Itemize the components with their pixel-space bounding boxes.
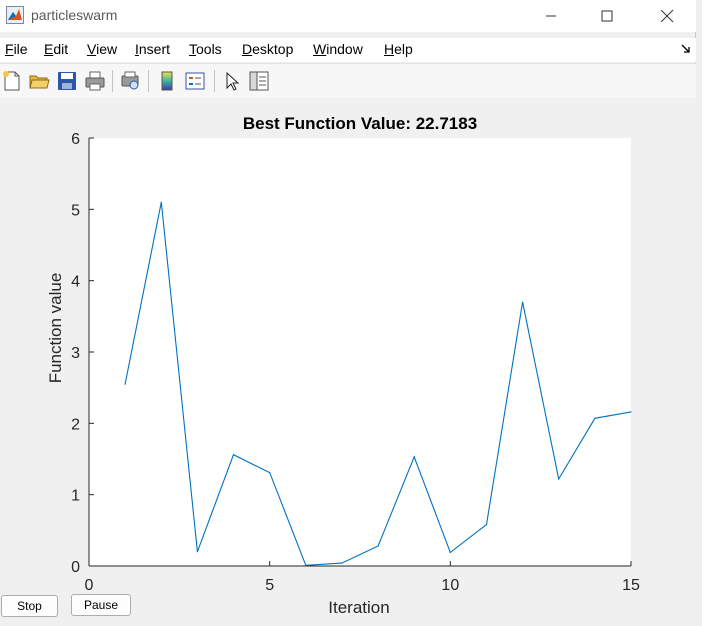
pause-button[interactable]: Pause xyxy=(71,594,131,616)
x-tick-label: 15 xyxy=(622,577,640,594)
data-point xyxy=(594,417,596,419)
title-bar[interactable]: particleswarm xyxy=(0,0,696,32)
y-tick-label: 5 xyxy=(71,202,80,219)
print-preview-icon[interactable] xyxy=(119,70,141,92)
data-point xyxy=(377,545,379,547)
new-file-icon[interactable] xyxy=(1,70,23,92)
menu-edit[interactable]: Edit xyxy=(44,41,69,57)
menu-insert[interactable]: Insert xyxy=(135,41,171,57)
matlab-icon xyxy=(6,6,24,24)
data-point xyxy=(196,551,198,553)
menu-file[interactable]: File xyxy=(5,41,28,57)
x-axis-label: Iteration xyxy=(328,598,389,617)
x-tick-group: 0 5 10 15 xyxy=(85,561,640,594)
plot-area[interactable]: 0 5 10 15 0 1 2 3 4 5 6 Best Function Value: 22.7… xyxy=(0,98,696,624)
close-icon xyxy=(660,9,674,23)
figure-toolbar xyxy=(0,63,696,99)
data-point xyxy=(413,456,415,458)
axes-background[interactable] xyxy=(89,138,631,566)
menu-window[interactable]: Window xyxy=(313,41,363,57)
legend-icon[interactable] xyxy=(184,70,206,92)
minimize-button[interactable] xyxy=(528,0,574,32)
data-point xyxy=(232,454,235,456)
property-inspector-icon[interactable] xyxy=(248,70,270,92)
x-tick-label: 5 xyxy=(265,577,274,594)
data-point xyxy=(522,301,524,303)
dock-arrow-icon[interactable] xyxy=(681,44,691,54)
y-tick-label: 2 xyxy=(71,416,80,433)
data-point xyxy=(269,471,271,474)
data-point xyxy=(449,551,451,554)
menu-tools[interactable]: Tools xyxy=(189,41,222,57)
data-point xyxy=(485,524,488,526)
open-folder-icon[interactable] xyxy=(28,70,50,92)
menu-help[interactable]: Help xyxy=(384,41,413,57)
colorbar-icon[interactable] xyxy=(156,70,178,92)
data-point xyxy=(630,411,632,413)
window-title: particleswarm xyxy=(31,7,118,23)
x-tick-label: 10 xyxy=(441,577,459,594)
y-tick-label: 6 xyxy=(71,131,80,148)
y-axis-label: Function value xyxy=(46,273,65,384)
close-button[interactable] xyxy=(644,0,690,32)
maximize-icon xyxy=(601,10,613,22)
toolbar-separator xyxy=(148,70,149,92)
y-tick-label: 3 xyxy=(71,345,80,362)
toolbar-separator xyxy=(214,70,215,92)
data-point xyxy=(124,383,126,385)
data-point xyxy=(558,478,560,480)
menu-bar: File Edit View Insert Tools Desktop Wind… xyxy=(0,38,696,62)
y-tick-group: 0 1 2 3 4 5 6 xyxy=(71,131,94,576)
minimize-icon xyxy=(546,15,556,17)
data-point xyxy=(341,562,343,564)
y-tick-label: 1 xyxy=(71,488,80,505)
y-tick-label: 0 xyxy=(71,559,80,576)
toolbar-separator xyxy=(112,70,113,92)
maximize-button[interactable] xyxy=(584,0,630,32)
stop-button[interactable]: Stop xyxy=(1,595,58,617)
menu-view[interactable]: View xyxy=(87,41,118,57)
print-icon[interactable] xyxy=(84,70,106,92)
data-point xyxy=(160,201,162,203)
save-icon[interactable] xyxy=(56,70,78,92)
pointer-icon[interactable] xyxy=(221,70,243,92)
menu-desktop[interactable]: Desktop xyxy=(242,41,294,57)
y-tick-label: 4 xyxy=(71,274,80,291)
chart-title: Best Function Value: 22.7183 xyxy=(243,114,477,133)
x-tick-label: 0 xyxy=(85,577,94,594)
